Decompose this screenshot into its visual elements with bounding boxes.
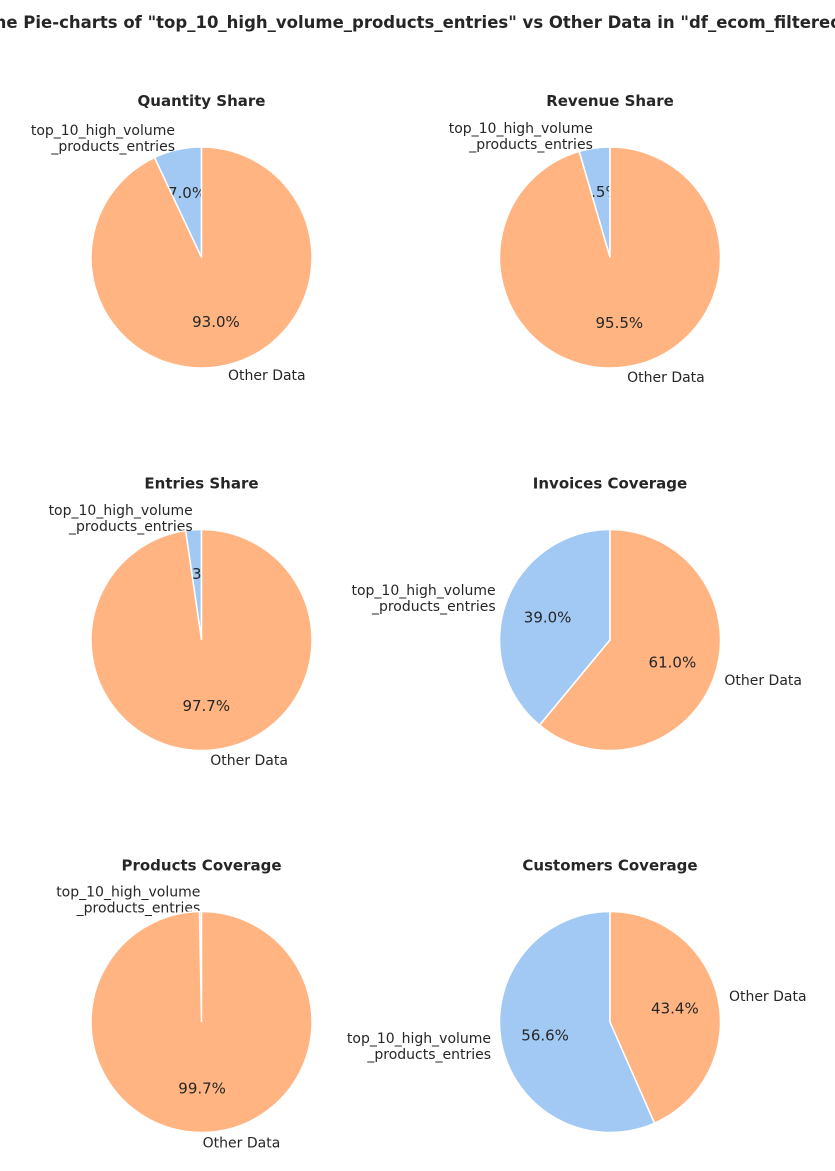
- pie-slice-other-data: [609, 910, 722, 1125]
- pie-slice-other-data: [538, 528, 722, 752]
- pie-slice-top-10-high-volume-products-entries: [498, 528, 611, 727]
- pie-percent-label: 97.7%: [182, 697, 230, 715]
- pie-category-label-top-10-high-volume-products-entries: top_10_high_volume _products_entries: [49, 503, 193, 535]
- pie-category-label-top-10-high-volume-products-entries: top_10_high_volume _products_entries: [351, 583, 495, 615]
- pie-category-label-other-data: Other Data: [724, 673, 802, 689]
- pie-percent-label: 56.6%: [521, 1027, 569, 1045]
- chart-title: Revenue Share: [546, 92, 674, 110]
- pie-category-label-top-10-high-volume-products-entries: top_10_high_volume _products_entries: [449, 121, 593, 153]
- pie-category-label-other-data: Other Data: [729, 989, 807, 1005]
- pie-slice-other-data: [498, 146, 722, 369]
- pie-percent-label: 43.4%: [651, 999, 699, 1017]
- pie-category-label-top-10-high-volume-products-entries: top_10_high_volume _products_entries: [56, 884, 200, 916]
- pie-category-label-other-data: Other Data: [228, 368, 306, 384]
- chart-title: Products Coverage: [121, 857, 281, 875]
- pie-percent-label: 39.0%: [524, 609, 572, 627]
- pie-percent-label: 93.0%: [192, 313, 240, 331]
- pie-chart-products-coverage: Products Coverage0.3%top_10_high_volume_…: [56, 857, 313, 1152]
- pie-chart-invoices-coverage: Invoices Coverage 39.0% top_10_high_volume…: [351, 475, 802, 752]
- pie-chart-customers-coverage: Customers Coverage 56.6% top_10_high_volum…: [347, 857, 807, 1134]
- pie-category-label-other-data: Other Data: [627, 370, 705, 386]
- pie-category-label-top-10-high-volume-products-entries: top_10_high_volume _products_entries: [347, 1031, 491, 1063]
- chart-title: Quantity Share: [138, 92, 266, 110]
- chart-title: Customers Coverage: [522, 857, 697, 875]
- chart-title: Invoices Coverage: [533, 475, 687, 493]
- pie-slice-top-10-high-volume-products-entries: [498, 910, 656, 1134]
- pie-category-label-other-data: Other Data: [210, 753, 288, 769]
- chart-title: Entries Share: [144, 475, 258, 493]
- pie-category-label-top-10-high-volume-products-entries: top_10_high_volume _products_entries: [31, 123, 175, 155]
- pie-percent-label: 95.5%: [596, 314, 644, 332]
- pie-slice-other-data: [90, 910, 313, 1134]
- pie-percent-label: 7.0%: [168, 184, 206, 202]
- pie-slice-other-data: [90, 146, 313, 369]
- pie-category-label-other-data: Other Data: [203, 1136, 281, 1152]
- pie-slice-other-data: [90, 528, 313, 752]
- pie-percent-label: 99.7%: [178, 1079, 226, 1097]
- pie-percent-label: 61.0%: [649, 653, 697, 671]
- pie-chart-quantity-share: Quantity Share 7.0% top_10_high_volume _pro…: [31, 92, 313, 384]
- figure-title: The Pie-charts of "top_10_high_volume_pr…: [0, 13, 835, 32]
